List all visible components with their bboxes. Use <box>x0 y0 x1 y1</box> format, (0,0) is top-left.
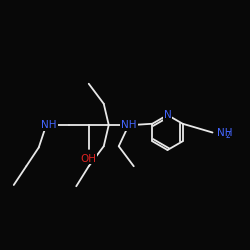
Text: NH: NH <box>218 128 233 138</box>
Text: NH: NH <box>121 120 136 130</box>
Text: N: N <box>164 110 172 120</box>
Text: 2: 2 <box>226 131 230 140</box>
Text: NH: NH <box>41 120 56 130</box>
Text: OH: OH <box>81 154 97 164</box>
